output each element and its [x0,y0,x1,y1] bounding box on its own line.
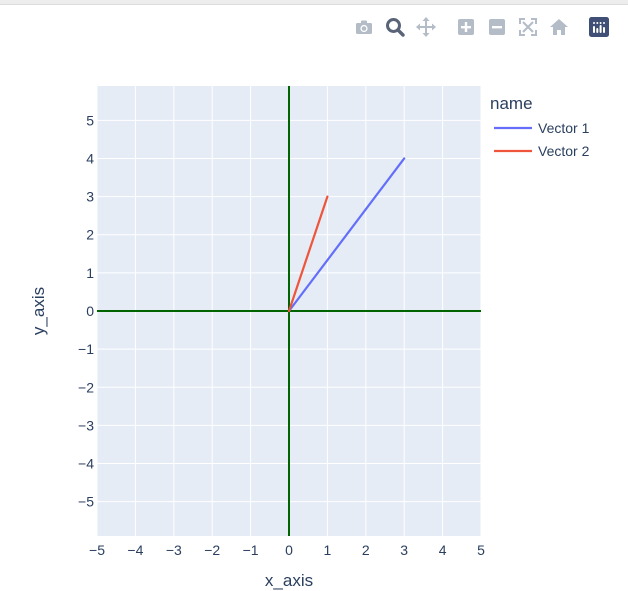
zoom-out-icon [489,19,505,35]
zoom-button[interactable] [383,15,407,39]
plotly-logo-button[interactable] [587,15,611,39]
x-tick-label: 4 [439,542,447,558]
y-tick-label: 5 [86,112,94,128]
y-axis-title: y_axis [29,287,48,335]
y-tick-label: −5 [78,494,94,510]
x-tick-label: −5 [89,542,105,558]
window-top-border [0,0,628,5]
series-line-1[interactable] [287,157,406,313]
plotly-logo-icon [589,17,609,37]
y-tick-label: −2 [78,379,94,395]
x-tick-label: −4 [127,542,143,558]
y-tick-label: 1 [86,265,94,281]
legend-item-2[interactable]: Vector 2 [494,143,590,159]
x-tick-label: −2 [204,542,220,558]
modebar [352,15,618,39]
x-tick-label: 3 [400,542,408,558]
autoscale-button[interactable] [516,15,540,39]
y-tick-label: 2 [86,227,94,243]
x-tick-labels: −5 −4 −3 −2 −1 0 1 2 3 4 5 [89,542,485,558]
x-tick-label: 0 [285,542,293,558]
y-tick-label: 3 [86,189,94,205]
data-series [287,157,406,313]
autoscale-icon [519,18,537,36]
legend-title: name [490,94,533,113]
legend-item-1[interactable]: Vector 1 [494,120,590,136]
x-tick-label: 2 [362,542,370,558]
y-tick-label: 0 [86,303,94,319]
legend: name Vector 1 Vector 2 [490,94,590,159]
zoom-out-button[interactable] [485,15,509,39]
series-line-2[interactable] [287,195,329,313]
x-tick-label: 5 [477,542,485,558]
camera-icon [356,20,372,34]
legend-label: Vector 2 [538,143,590,159]
x-axis-title: x_axis [265,571,313,590]
home-icon [550,19,568,35]
x-tick-label: −3 [166,542,182,558]
y-tick-label: −3 [78,417,94,433]
download-png-button[interactable] [352,15,376,39]
y-tick-labels: −5 −4 −3 −2 −1 0 1 2 3 4 5 [78,112,94,509]
y-tick-label: 4 [86,150,94,166]
zoom-in-icon [458,19,474,35]
x-tick-label: 1 [324,542,332,558]
x-tick-label: −1 [243,542,259,558]
reset-axes-button[interactable] [547,15,571,39]
zoom-icon [386,18,405,37]
pan-icon [416,17,436,37]
y-tick-label: −4 [78,456,94,472]
legend-label: Vector 1 [538,120,590,136]
pan-button[interactable] [414,15,438,39]
y-tick-label: −1 [78,341,94,357]
zoom-in-button[interactable] [454,15,478,39]
